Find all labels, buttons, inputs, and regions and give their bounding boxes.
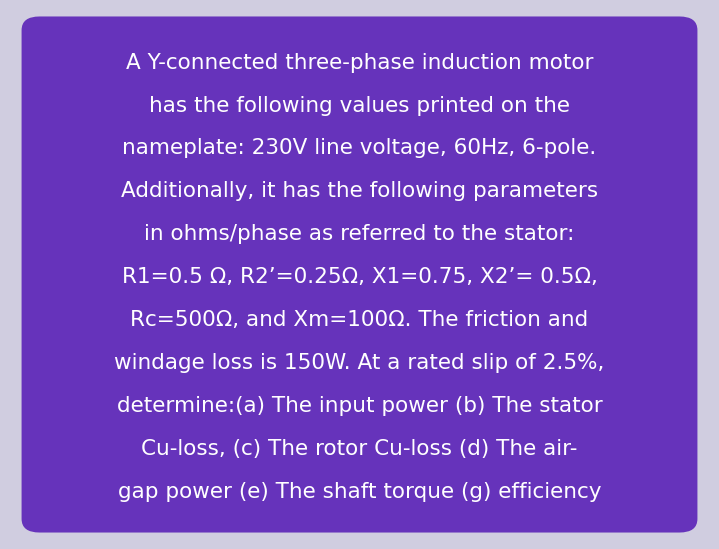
Text: nameplate: 230V line voltage, 60Hz, 6-pole.: nameplate: 230V line voltage, 60Hz, 6-po… <box>122 138 597 159</box>
Text: Rc=500Ω, and Xm=100Ω. The friction and: Rc=500Ω, and Xm=100Ω. The friction and <box>130 310 589 330</box>
Text: windage loss is 150W. At a rated slip of 2.5%,: windage loss is 150W. At a rated slip of… <box>114 353 605 373</box>
Text: gap power (e) The shaft torque (g) efficiency: gap power (e) The shaft torque (g) effic… <box>118 482 601 502</box>
FancyBboxPatch shape <box>22 16 697 533</box>
Text: has the following values printed on the: has the following values printed on the <box>149 96 570 115</box>
Text: in ohms/phase as referred to the stator:: in ohms/phase as referred to the stator: <box>145 225 574 244</box>
Text: determine:(a) The input power (b) The stator: determine:(a) The input power (b) The st… <box>116 396 603 416</box>
Text: A Y-connected three-phase induction motor: A Y-connected three-phase induction moto… <box>126 53 593 72</box>
Text: R1=0.5 Ω, R2’=0.25Ω, X1=0.75, X2’= 0.5Ω,: R1=0.5 Ω, R2’=0.25Ω, X1=0.75, X2’= 0.5Ω, <box>122 267 597 287</box>
Text: Cu-loss, (c) The rotor Cu-loss (d) The air-: Cu-loss, (c) The rotor Cu-loss (d) The a… <box>142 439 577 459</box>
Text: Additionally, it has the following parameters: Additionally, it has the following param… <box>121 181 598 201</box>
